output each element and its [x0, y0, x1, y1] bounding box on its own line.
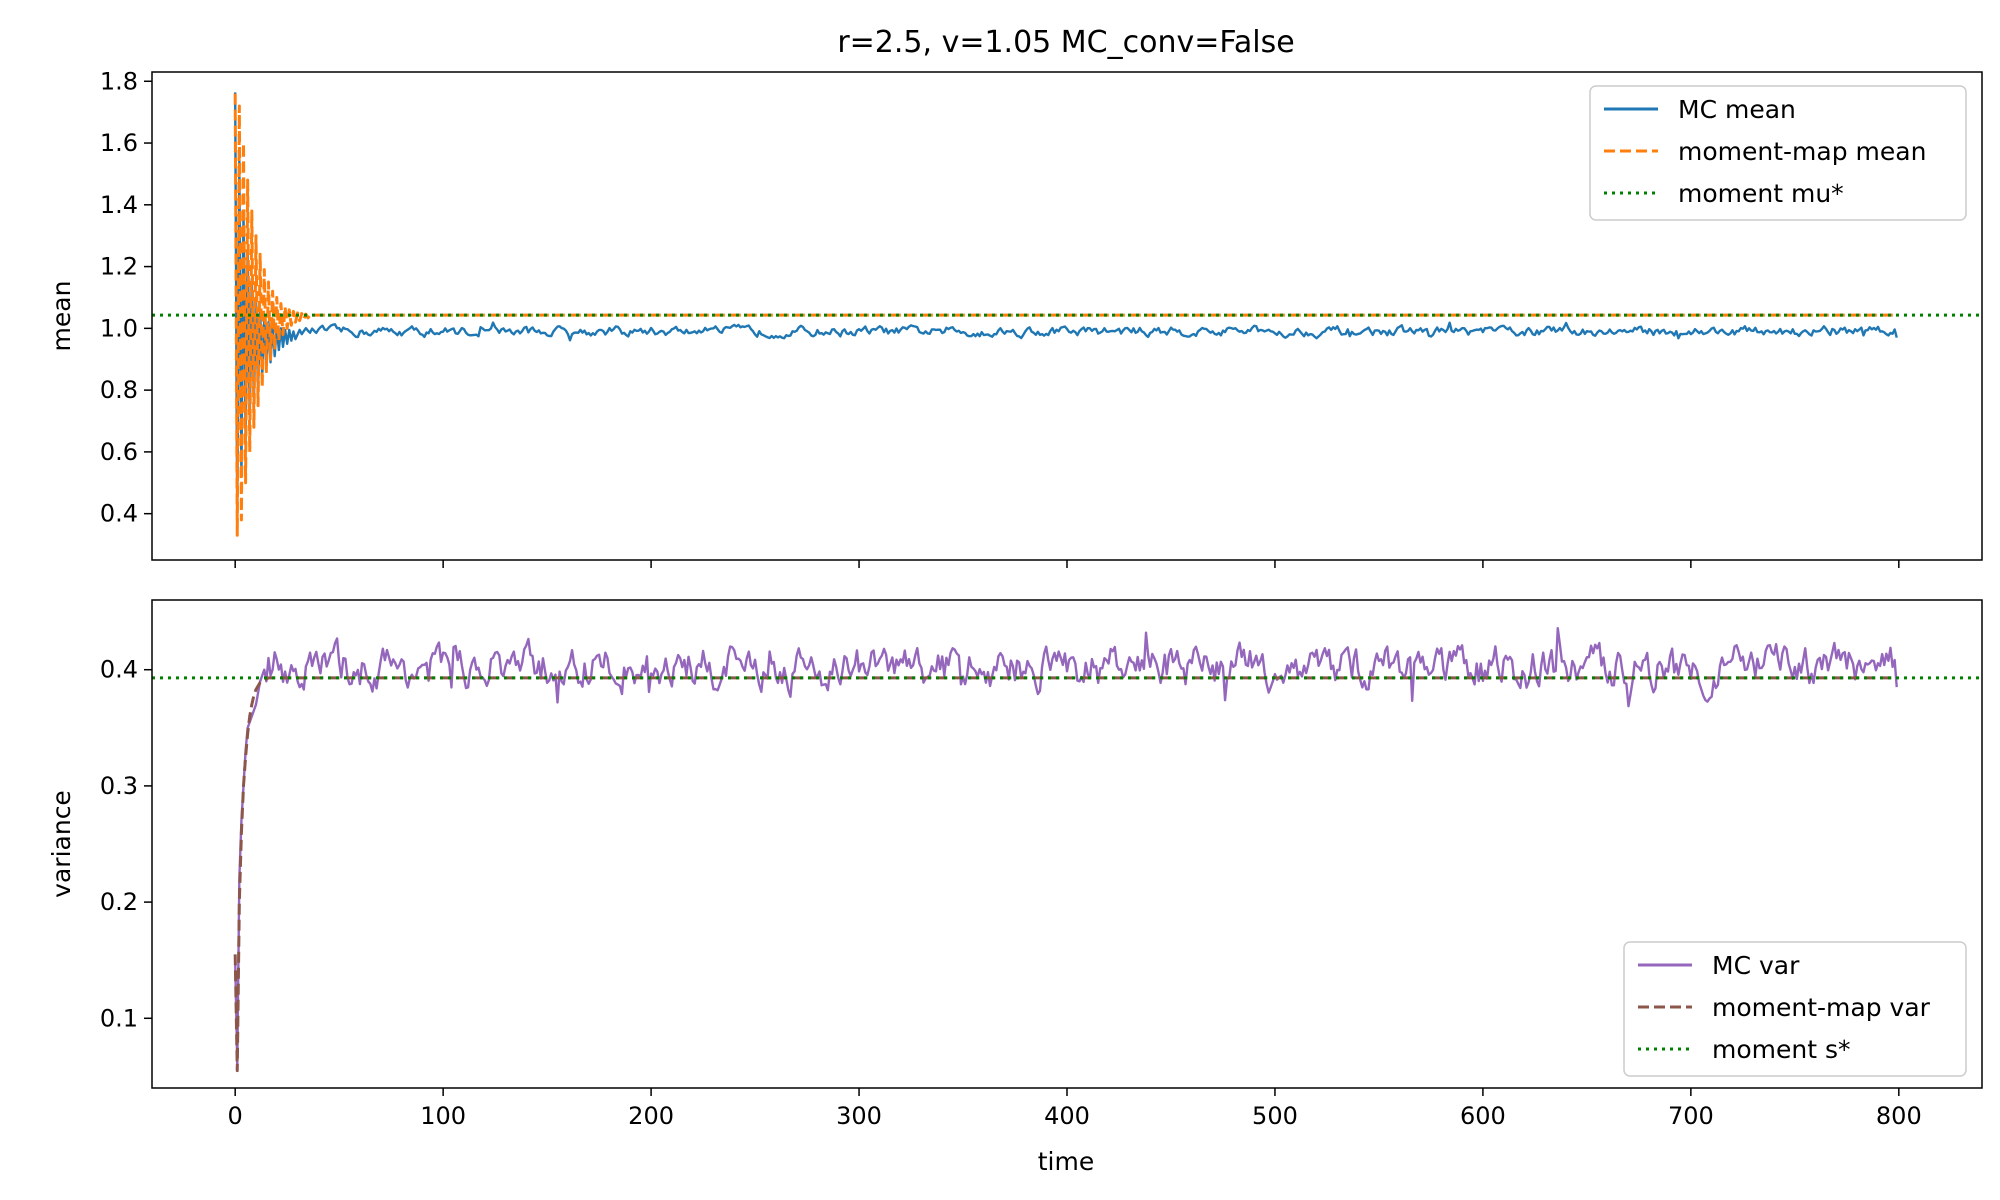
x-tick-label: 600 [1460, 1102, 1506, 1130]
y-tick-label: 0.4 [100, 500, 138, 528]
x-tick-label: 800 [1876, 1102, 1922, 1130]
x-tick-label: 700 [1668, 1102, 1714, 1130]
y-tick-label: 1.4 [100, 191, 138, 219]
series-1-0-line [233, 627, 1898, 1066]
legend-moment-s-label: moment s* [1712, 1035, 1851, 1064]
y-tick-label: 1.2 [100, 253, 138, 281]
series-0-0-line [233, 92, 1898, 531]
y-tick-label: 1.0 [100, 314, 138, 342]
x-tick-label: 200 [628, 1102, 674, 1130]
variance-legend-box [1623, 941, 1967, 1077]
legend-moment-map-var-label: moment-map var [1712, 993, 1931, 1022]
mean-y-axis-label: mean [47, 281, 76, 352]
variance-series-group [152, 627, 1982, 1073]
x-tick-label: 500 [1252, 1102, 1298, 1130]
mean-y-ticks: 0.4 0.6 0.8 1.0 1.2 1.4 1.6 1.8 [100, 67, 152, 528]
y-tick-label: 1.8 [100, 67, 138, 95]
y-tick-label: 1.6 [100, 129, 138, 157]
legend-moment-map-mean-label: moment-map mean [1678, 137, 1926, 166]
top-chart-title: r=2.5, v=1.05 MC_conv=False [837, 25, 1294, 60]
x-tick-label: 0 [228, 1102, 243, 1130]
x-axis-label: time [1038, 1147, 1094, 1176]
y-tick-label: 0.6 [100, 438, 138, 466]
y-tick-label: 0.1 [100, 1004, 138, 1032]
legend-mc-var-label: MC var [1712, 951, 1800, 980]
variance-x-ticks: 0 100 200 300 400 500 600 700 800 [228, 1088, 1922, 1130]
x-tick-label: 400 [1044, 1102, 1090, 1130]
mean-legend: MC mean moment-map mean moment mu* [1589, 85, 1967, 221]
y-tick-label: 0.8 [100, 376, 138, 404]
x-tick-label: 100 [420, 1102, 466, 1130]
y-tick-label: 0.4 [100, 656, 138, 684]
variance-panel: 0 100 200 300 400 500 600 700 800 0.1 0.2 0.3 0.4 v… [47, 599, 1983, 1176]
mean-panel: 0.4 0.6 0.8 1.0 1.2 1.4 1.6 1.8 mean MC mean mo… [47, 67, 1983, 568]
mean-x-ticks [234, 560, 1900, 568]
variance-y-ticks: 0.1 0.2 0.3 0.4 [100, 656, 152, 1032]
y-tick-label: 0.2 [100, 888, 138, 916]
legend-mc-mean-label: MC mean [1678, 95, 1796, 124]
legend-moment-mu-label: moment mu* [1678, 179, 1844, 208]
x-tick-label: 300 [836, 1102, 882, 1130]
mean-legend-box [1589, 85, 1967, 221]
mean-series-group [152, 92, 1982, 537]
variance-y-axis-label: variance [47, 790, 76, 898]
y-tick-label: 0.3 [100, 772, 138, 800]
variance-legend: MC var moment-map var moment s* [1623, 941, 1967, 1077]
